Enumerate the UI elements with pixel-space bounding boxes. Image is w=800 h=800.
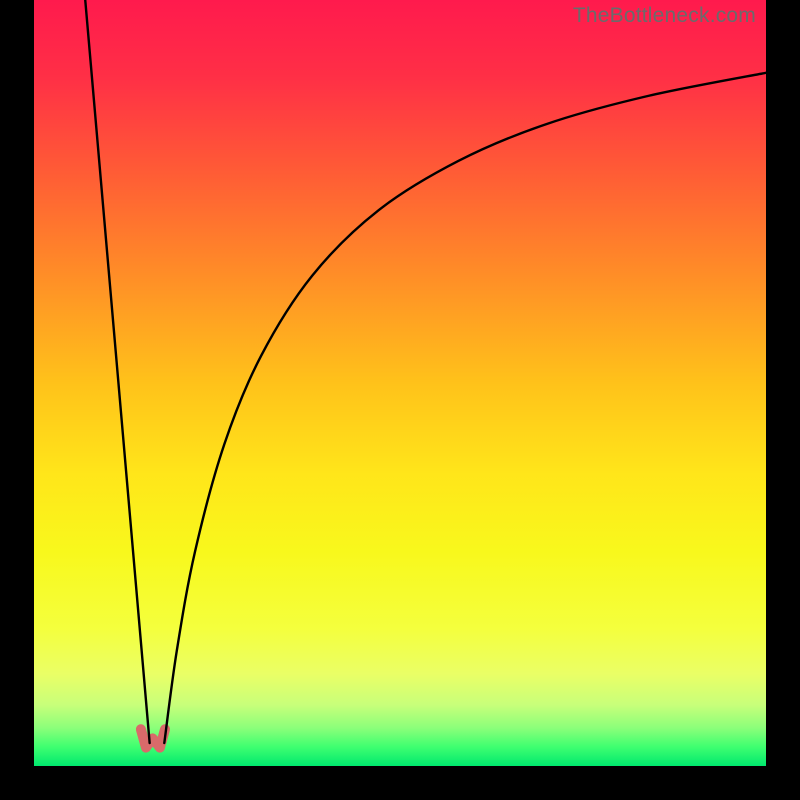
plot-area: TheBottleneck.com: [34, 0, 766, 766]
minimum-marker: [141, 729, 165, 747]
bottleneck-curve: [34, 0, 766, 766]
curve-right-branch: [164, 73, 766, 743]
curve-left-branch: [85, 0, 149, 743]
